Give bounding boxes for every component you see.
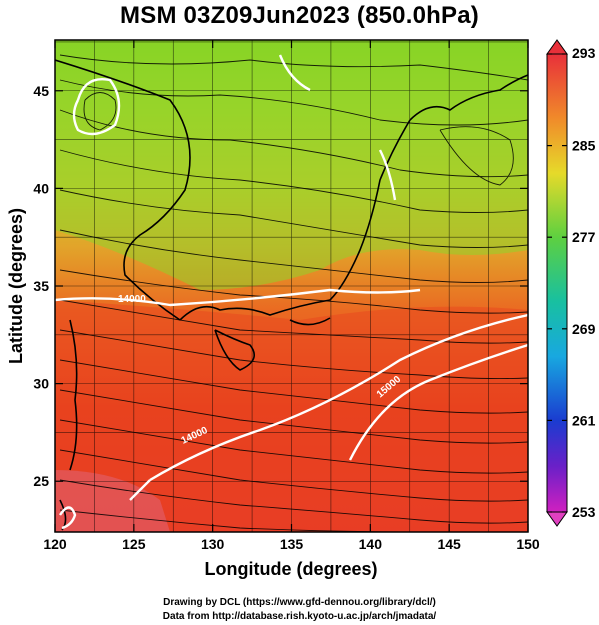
footer-drawing-credit: Drawing by DCL (https://www.gfd-dennou.o… (163, 597, 436, 608)
x-tick-label: 135 (280, 536, 304, 552)
coastlines (55, 59, 528, 531)
colorbar-label: 277 (572, 229, 596, 245)
height-contours (55, 54, 528, 530)
warm-core-region (55, 470, 170, 532)
x-tick-label: 145 (437, 536, 461, 552)
colorbar-bottom-arrow (546, 511, 568, 527)
x-tick-label: 125 (122, 536, 146, 552)
colorbar-label: 293 (572, 45, 596, 61)
y-tick-label: 45 (33, 83, 49, 99)
colorbar-gradient (546, 53, 568, 513)
x-axis-ticks: 120 125 130 135 140 145 150 (43, 40, 540, 552)
lat-lon-grid (55, 40, 528, 532)
y-tick-label: 40 (33, 180, 49, 196)
y-tick-label: 30 (33, 376, 49, 392)
temperature-map: 14000 14000 15000 (55, 40, 528, 532)
colorbar-label: 285 (572, 138, 596, 154)
x-tick-label: 140 (359, 536, 383, 552)
colorbar-label: 253 (572, 504, 596, 520)
colorbar-ticks: 293 285 277 269 261 253 (547, 45, 596, 520)
y-axis-ticks: 25 30 35 40 45 (33, 83, 528, 489)
colorbar-label: 269 (572, 321, 596, 337)
chart-title: MSM 03Z09Jun2023 (850.0hPa) (120, 2, 479, 29)
x-tick-label: 130 (201, 536, 225, 552)
x-axis-title: Longitude (degrees) (204, 559, 377, 579)
footer-data-source: Data from http://database.rish.kyoto-u.a… (162, 611, 437, 622)
colorbar-label: 261 (572, 412, 596, 428)
y-tick-label: 35 (33, 278, 49, 294)
x-tick-label: 150 (516, 536, 540, 552)
y-axis-title: Latitude (degrees) (6, 208, 26, 364)
y-tick-label: 25 (33, 473, 49, 489)
colorbar-top-arrow (546, 39, 568, 55)
colorbar: 293 285 277 269 261 253 (546, 39, 596, 527)
x-tick-label: 120 (43, 536, 67, 552)
contour-label: 14000 (118, 294, 146, 305)
